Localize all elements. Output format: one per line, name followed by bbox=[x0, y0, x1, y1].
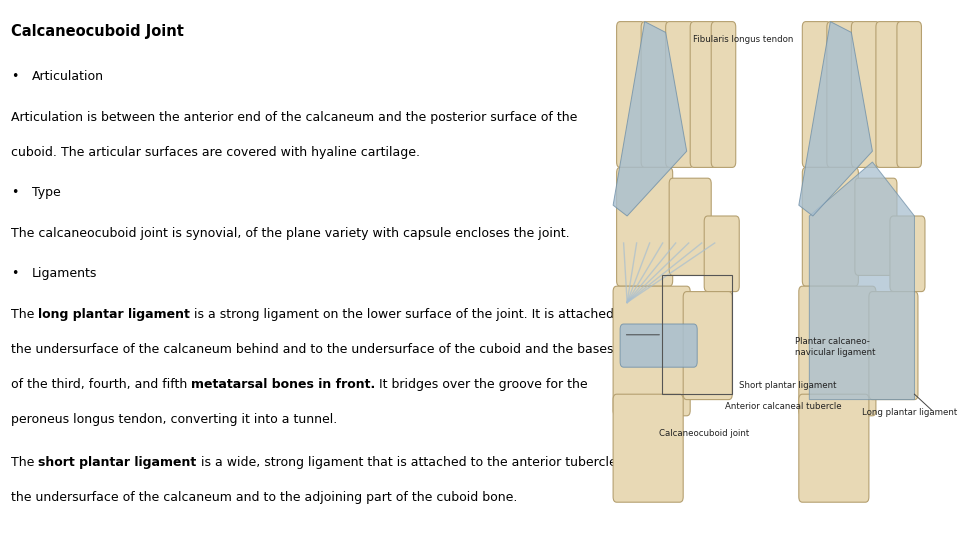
Polygon shape bbox=[799, 22, 873, 216]
FancyBboxPatch shape bbox=[799, 394, 869, 502]
Text: metatarsal bones in front.: metatarsal bones in front. bbox=[191, 378, 375, 391]
Text: is between the anterior end of the calcaneum and the posterior surface of the: is between the anterior end of the calca… bbox=[87, 111, 577, 124]
FancyBboxPatch shape bbox=[827, 22, 854, 167]
FancyBboxPatch shape bbox=[803, 167, 858, 286]
FancyBboxPatch shape bbox=[613, 394, 684, 502]
Text: Calcaneocuboid Joint: Calcaneocuboid Joint bbox=[11, 24, 184, 39]
Text: Long plantar ligament: Long plantar ligament bbox=[862, 408, 957, 417]
FancyBboxPatch shape bbox=[711, 22, 735, 167]
FancyBboxPatch shape bbox=[613, 286, 690, 416]
Text: The: The bbox=[11, 308, 38, 321]
Text: The: The bbox=[11, 456, 38, 469]
FancyBboxPatch shape bbox=[803, 22, 830, 167]
FancyBboxPatch shape bbox=[684, 292, 732, 400]
Text: Short plantar ligament: Short plantar ligament bbox=[739, 381, 837, 390]
Text: •: • bbox=[11, 186, 18, 199]
Text: The calcaneocuboid joint is synovial, of the plane variety with capsule encloses: The calcaneocuboid joint is synovial, of… bbox=[11, 227, 569, 240]
Text: short plantar ligament: short plantar ligament bbox=[38, 456, 197, 469]
FancyBboxPatch shape bbox=[799, 286, 876, 416]
Text: the undersurface of the calcaneum and to the adjoining part of the cuboid bone.: the undersurface of the calcaneum and to… bbox=[11, 491, 517, 504]
Polygon shape bbox=[613, 22, 686, 216]
FancyBboxPatch shape bbox=[690, 22, 718, 167]
FancyBboxPatch shape bbox=[869, 292, 918, 400]
FancyBboxPatch shape bbox=[854, 178, 897, 275]
FancyBboxPatch shape bbox=[620, 324, 697, 367]
Text: Articulation: Articulation bbox=[11, 111, 87, 124]
Text: Articulation: Articulation bbox=[32, 70, 104, 83]
FancyBboxPatch shape bbox=[705, 216, 739, 292]
Text: It bridges over the groove for the: It bridges over the groove for the bbox=[375, 378, 588, 391]
Text: the undersurface of the calcaneum behind and to the undersurface of the cuboid a: the undersurface of the calcaneum behind… bbox=[11, 343, 613, 356]
Text: of the third, fourth, and fifth: of the third, fourth, and fifth bbox=[11, 378, 191, 391]
Text: Type: Type bbox=[32, 186, 60, 199]
FancyBboxPatch shape bbox=[616, 22, 645, 167]
Text: cuboid.: cuboid. bbox=[11, 146, 60, 159]
Text: is a strong ligament on the lower surface of the joint. It is attached to: is a strong ligament on the lower surfac… bbox=[190, 308, 631, 321]
Text: peroneus longus tendon, converting it into a tunnel.: peroneus longus tendon, converting it in… bbox=[11, 413, 337, 426]
FancyBboxPatch shape bbox=[890, 216, 925, 292]
Text: Ligaments: Ligaments bbox=[32, 267, 97, 280]
FancyBboxPatch shape bbox=[641, 22, 669, 167]
Text: •: • bbox=[11, 70, 18, 83]
FancyBboxPatch shape bbox=[665, 22, 694, 167]
Text: Fibularis longus tendon: Fibularis longus tendon bbox=[692, 35, 793, 44]
Text: The articular surfaces are covered with hyaline cartilage.: The articular surfaces are covered with … bbox=[60, 146, 420, 159]
FancyBboxPatch shape bbox=[852, 22, 879, 167]
FancyBboxPatch shape bbox=[669, 178, 711, 275]
Polygon shape bbox=[809, 162, 915, 400]
FancyBboxPatch shape bbox=[616, 167, 673, 286]
FancyBboxPatch shape bbox=[897, 22, 922, 167]
Text: Calcaneocuboid joint: Calcaneocuboid joint bbox=[659, 429, 749, 438]
FancyBboxPatch shape bbox=[876, 22, 904, 167]
Text: Plantar calcaneo-
navicular ligament: Plantar calcaneo- navicular ligament bbox=[795, 338, 876, 357]
Text: long plantar ligament: long plantar ligament bbox=[38, 308, 190, 321]
Text: •: • bbox=[11, 267, 18, 280]
Text: is a wide, strong ligament that is attached to the anterior tubercle on: is a wide, strong ligament that is attac… bbox=[197, 456, 636, 469]
Text: Anterior calcaneal tubercle: Anterior calcaneal tubercle bbox=[725, 402, 842, 411]
Bar bbox=[662, 275, 732, 394]
